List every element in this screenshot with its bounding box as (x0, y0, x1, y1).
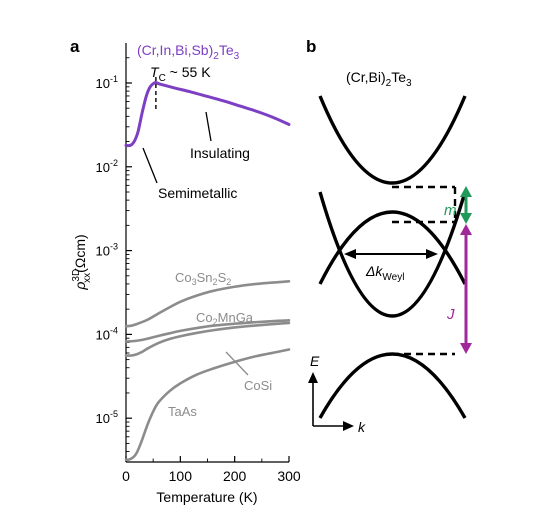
e-k-axes (308, 372, 354, 431)
series-line-co3sn2s2 (124, 280, 291, 328)
semimetallic-label: Semimetallic (158, 185, 237, 201)
x-tick-label-2: 200 (223, 468, 247, 484)
e-axis-label: E (310, 353, 320, 369)
x-ticks: 0 100 200 300 (122, 456, 301, 484)
label-taas: TaAs (168, 404, 197, 419)
y-tick-label-3: 10-2 (96, 158, 118, 175)
semimetallic-pointer (142, 147, 158, 184)
label-co2mnga: Co2MnGa (196, 310, 254, 327)
y-tick-label-2: 10-3 (96, 242, 118, 259)
delta-k-weyl-label: ΔkWeyl (365, 263, 404, 283)
cosi-pointer (225, 351, 249, 376)
m-arrow (460, 186, 472, 224)
series-line-co2mnga (124, 319, 291, 343)
j-arrow (460, 224, 472, 354)
upper-conduction-band (318, 95, 467, 185)
chart-axes (125, 43, 289, 463)
series-line-taas (124, 348, 291, 462)
y-tick-label-0: 10-5 (96, 409, 118, 426)
x-tick-label-3: 300 (277, 468, 301, 484)
y-tick-label-4: 10-1 (96, 74, 118, 91)
insulating-pointer (205, 111, 212, 142)
y-axis-label: ρ3Dxx(Ωcm) (71, 234, 93, 290)
delta-k-weyl-arrow (344, 249, 438, 259)
gap-dashes (392, 185, 457, 356)
k-axis-arrowhead (343, 421, 354, 431)
panel-b-title: (Cr,Bi)2Te3 (346, 69, 412, 89)
lower-valence-band (318, 352, 467, 419)
label-cosi: CoSi (244, 378, 272, 393)
series-line-cr-in-bi-sb-2te3 (124, 81, 291, 148)
series-label-cr-in-bi-sb: (Cr,In,Bi,Sb)2Te3 (137, 42, 240, 62)
tc-label: TC ~ 55 K (150, 64, 211, 84)
x-tick-label-1: 100 (169, 468, 193, 484)
series-line-cosi (124, 321, 291, 357)
x-tick-label-0: 0 (122, 468, 130, 484)
inner-crossing-band-down (318, 210, 467, 285)
panel-a-letter: a (70, 37, 80, 56)
label-co3sn2s2: Co3Sn2S2 (175, 270, 231, 287)
k-axis-label: k (358, 419, 366, 435)
m-label: m (444, 202, 457, 219)
j-label: J (446, 306, 455, 323)
band-diagram (318, 95, 467, 419)
y-tick-label-1: 10-4 (96, 325, 118, 342)
panel-b-letter: b (306, 37, 316, 56)
y-ticks: 10-5 10-4 10-3 10-2 10-1 (96, 74, 132, 426)
x-axis-label: Temperature (K) (156, 489, 257, 505)
y-minor-ticks (126, 57, 130, 463)
series-lines (124, 81, 291, 462)
e-axis-arrowhead (308, 372, 318, 383)
insulating-label: Insulating (190, 145, 250, 161)
